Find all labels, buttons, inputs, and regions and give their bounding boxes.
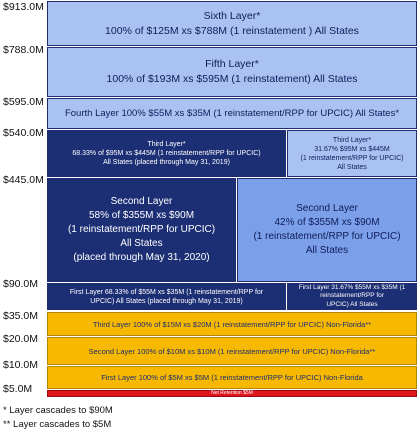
second-layer-right-box: Second Layer 42% of $355M xs $90M (1 rei… (237, 178, 417, 282)
y-label-540: $540.0M (3, 127, 44, 139)
third-layer-right-label: Third Layer* 31.67% $95M xs $445M (1 rei… (300, 136, 404, 171)
second-layer-left-box: Second Layer 58% of $355M xs $90M (1 rei… (47, 178, 236, 282)
y-label-35: $35.0M (3, 310, 39, 322)
footnote-double-asterisk: ** Layer cascades to $5M (3, 419, 112, 430)
nonflorida-first-layer-box: First Layer 100% of $5M xs $5M (1 reinst… (47, 366, 417, 389)
y-label-20: $20.0M (3, 333, 39, 345)
sixth-layer-box: Sixth Layer* 100% of $125M xs $788M (1 r… (47, 1, 417, 46)
sixth-layer-label: Sixth Layer* 100% of $125M xs $788M (1 r… (105, 9, 359, 37)
first-layer-right-box: First Layer 31.67% $55M xs $35M (1 reins… (287, 283, 417, 310)
fourth-layer-label: Fourth Layer 100% $55M xs $35M (1 reinst… (64, 108, 400, 119)
third-layer-right-box: Third Layer* 31.67% $95M xs $445M (1 rei… (287, 130, 417, 177)
nonflorida-third-layer-label: Third Layer 100% of $15M xs $20M (1 rein… (92, 319, 372, 329)
y-label-5: $5.0M (3, 383, 33, 395)
second-layer-right-label: Second Layer 42% of $355M xs $90M (1 rei… (253, 203, 401, 256)
y-label-445: $445.0M (3, 174, 44, 186)
first-layer-left-label: First Layer 68.33% of $55M xs $35M (1 re… (69, 288, 264, 305)
first-layer-left-box: First Layer 68.33% of $55M xs $35M (1 re… (47, 283, 286, 310)
nonflorida-third-layer-box: Third Layer 100% of $15M xs $20M (1 rein… (47, 312, 417, 336)
fifth-layer-label: Fifth Layer* 100% of $193M xs $595M (1 r… (106, 58, 358, 85)
footnote-single-asterisk: * Layer cascades to $90M (3, 405, 113, 416)
first-layer-right-label: First Layer 31.67% $55M xs $35M (1 reins… (298, 283, 406, 308)
nonflorida-second-layer-label: Second Layer 100% of $10M xs $10M (1 rei… (88, 346, 376, 356)
third-layer-left-box: Third Layer* 68.33% of $95M xs $445M (1 … (47, 130, 286, 177)
nonflorida-second-layer-box: Second Layer 100% of $10M xs $10M (1 rei… (47, 337, 417, 365)
second-layer-left-label: Second Layer 58% of $355M xs $90M (1 rei… (67, 196, 216, 263)
y-label-10: $10.0M (3, 359, 39, 371)
fifth-layer-box: Fifth Layer* 100% of $193M xs $595M (1 r… (47, 47, 417, 97)
y-label-913: $913.0M (3, 1, 44, 13)
y-label-595: $595.0M (3, 96, 44, 108)
fourth-layer-box: Fourth Layer 100% $55M xs $35M (1 reinst… (47, 98, 417, 129)
net-retention-label: Net Retention $5M (211, 390, 253, 396)
y-label-788: $788.0M (3, 44, 44, 56)
y-label-90: $90.0M (3, 278, 39, 290)
third-layer-left-label: Third Layer* 68.33% of $95M xs $445M (1 … (72, 141, 261, 166)
net-retention-box: Net Retention $5M (47, 390, 417, 397)
nonflorida-first-layer-label: First Layer 100% of $5M xs $5M (1 reinst… (101, 373, 363, 382)
